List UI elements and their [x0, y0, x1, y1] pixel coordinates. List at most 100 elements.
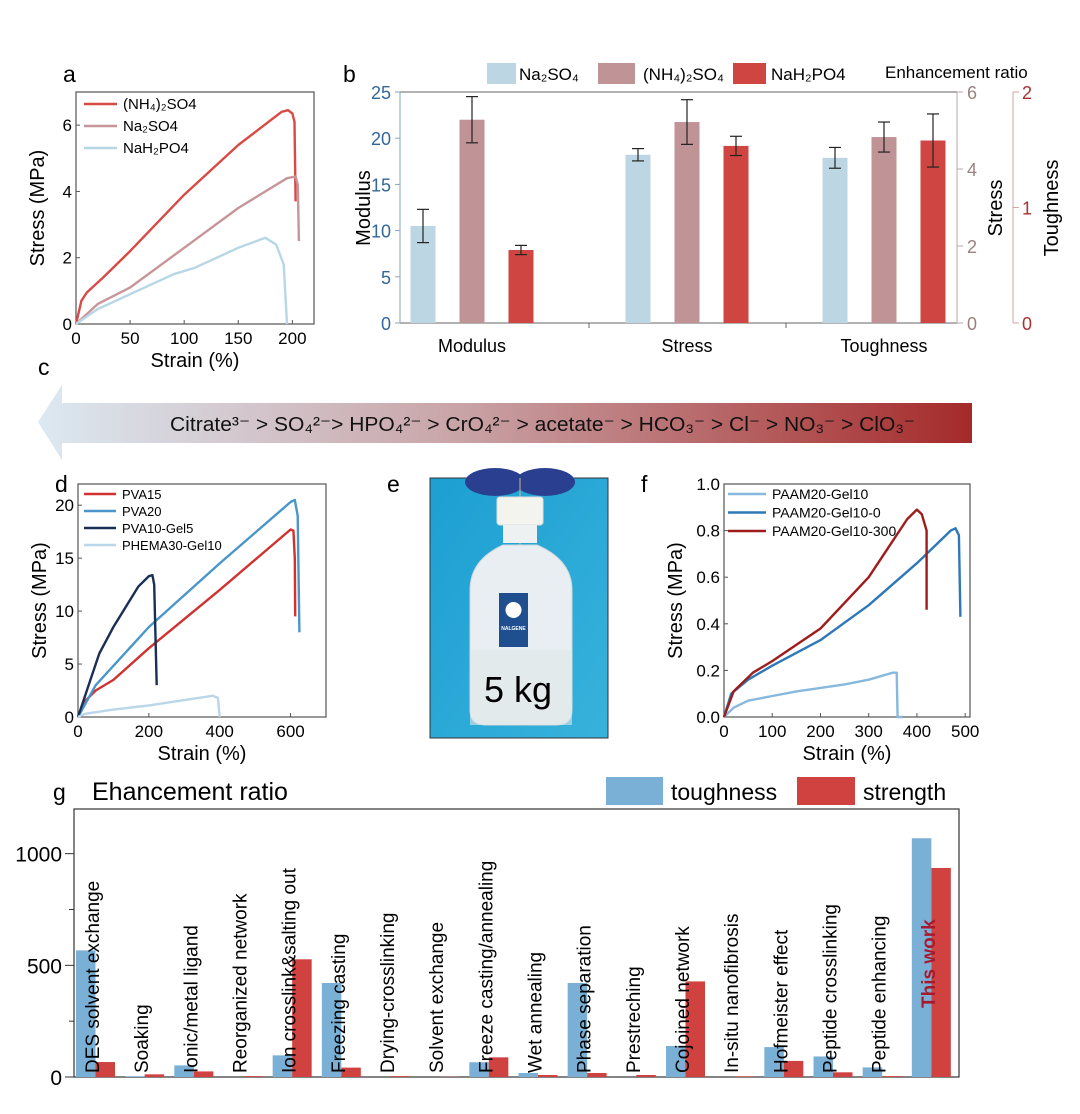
category-label: Ionic/metal ligand — [181, 925, 202, 1073]
bottle-logo-label — [499, 593, 528, 647]
category-label: Phase separation — [575, 925, 596, 1073]
y-tick-label: 0 — [63, 315, 72, 334]
bar-toughness — [567, 982, 588, 1077]
category-label: Stress — [661, 336, 712, 356]
y-tick-label: 500 — [27, 955, 62, 978]
bottle-neck — [503, 525, 537, 543]
category-label: Ion crosslink&salting out — [280, 867, 301, 1073]
bar — [625, 154, 651, 323]
category-label: Prestreching — [624, 966, 645, 1073]
bar — [508, 250, 534, 323]
x-tick-label: 500 — [951, 722, 979, 741]
bar — [871, 137, 897, 323]
chart-panel-f: 0 100 200 300 400 500 0.0 0.2 0.4 0.6 0.8 1.0 Strain… — [665, 475, 979, 765]
category-label: Reorganized network — [231, 893, 252, 1073]
x-axis-label: Strain (%) — [151, 350, 240, 372]
legend-title: Enhancement ratio — [885, 63, 1028, 82]
y-tick-label: 4 — [63, 182, 72, 201]
y-tick-label: 0 — [65, 708, 74, 727]
legend-swatch — [733, 63, 766, 84]
hofmeister-series-arrow: Citrate³⁻ > SO₄²⁻> HPO₄²⁻ > CrO₄²⁻ > ace… — [38, 385, 972, 460]
legend-label: (NH₄)₂SO4 — [123, 96, 197, 113]
y-axis-label: Stress (MPa) — [665, 542, 687, 659]
legend-label: PHEMA30-Gel10 — [122, 538, 222, 553]
x-axis-label: Strain (%) — [158, 743, 247, 765]
glove-left — [465, 468, 525, 496]
panel-label-g: g — [53, 779, 66, 805]
legend-swatch-strength — [797, 777, 855, 805]
series-line--nh-so4 — [74, 109, 297, 325]
bar-strength — [734, 1076, 755, 1077]
y-tick-label: 0.4 — [696, 615, 720, 634]
bar-toughness — [125, 1076, 145, 1077]
bar-strength — [882, 1076, 902, 1077]
bar-toughness — [76, 950, 96, 1077]
bar-strength — [685, 981, 705, 1077]
x-tick-label: 200 — [806, 722, 834, 741]
bar-strength — [144, 1074, 165, 1077]
panel-label-f: f — [641, 471, 648, 497]
bar-toughness — [272, 1055, 293, 1077]
bar-strength — [538, 1074, 558, 1077]
panel-label-e: e — [387, 471, 400, 497]
category-label: In-situ nanofibrosis — [722, 914, 743, 1073]
y-tick-label: 1.0 — [696, 475, 720, 494]
panel-label-d: d — [55, 471, 68, 497]
category-label: Hofmeister effect — [771, 929, 792, 1073]
bar-toughness — [862, 1067, 883, 1077]
panel-label-a: a — [63, 61, 76, 87]
legend-label: (NH₄)₂SO₄ — [643, 65, 724, 84]
x-tick-label: 400 — [206, 722, 234, 741]
plot-frame — [75, 91, 315, 325]
legend-label: Na₂SO₄ — [519, 65, 579, 84]
category-label: Solvent exchange — [427, 922, 448, 1073]
series-line-paam20-gel10-300 — [722, 508, 928, 718]
toughness-tick-label: 2 — [1022, 83, 1032, 103]
bar-strength — [488, 1057, 509, 1077]
water-level — [470, 650, 572, 725]
bar-toughness — [174, 1065, 194, 1077]
x-tick-label: 400 — [903, 722, 931, 741]
modulus-tick-label: 15 — [371, 175, 391, 195]
x-tick-label: 100 — [758, 722, 786, 741]
category-label: This work — [919, 919, 940, 1008]
bar-toughness — [518, 1072, 538, 1077]
chart-title: Ehancement ratio — [92, 778, 288, 806]
y-axis-label: Stress (MPa) — [27, 150, 49, 267]
x-tick-label: 200 — [135, 722, 163, 741]
bar-strength — [193, 1071, 214, 1077]
legend-label: PAAM20-Gel10-300 — [772, 523, 896, 539]
weight-label: 5 kg — [484, 669, 552, 710]
legend-label: PVA10-Gel5 — [122, 521, 193, 536]
series-line-na-so4 — [75, 175, 301, 325]
category-label: Modulus — [438, 336, 506, 356]
series-line-nah-po4 — [75, 236, 289, 325]
bar-toughness — [813, 1056, 833, 1077]
category-label: Peptide enhancing — [870, 916, 891, 1073]
legend-swatch-toughness — [606, 777, 663, 805]
legend-label: NaH₂PO4 — [123, 140, 189, 157]
stress-tick-label: 6 — [967, 83, 977, 103]
category-label: Cojoined network — [673, 926, 694, 1073]
bar-strength — [243, 1076, 263, 1077]
bar — [459, 119, 485, 323]
x-tick-label: 150 — [224, 329, 252, 348]
toughness-axis-label: Toughness — [1041, 160, 1063, 257]
modulus-tick-label: 20 — [371, 129, 391, 149]
legend-label: Na₂SO4 — [123, 118, 178, 135]
panel-label-c: c — [38, 354, 50, 380]
bar — [674, 122, 700, 323]
modulus-tick-label: 5 — [381, 268, 391, 288]
category-label: Wet annealing — [526, 952, 547, 1073]
category-label: Toughness — [840, 336, 927, 356]
bar-strength — [292, 959, 312, 1077]
modulus-axis-label: Modulus — [353, 170, 375, 246]
bar-toughness — [469, 1062, 489, 1077]
y-tick-label: 0 — [50, 1067, 62, 1090]
series-line-paam20-gel10 — [723, 671, 903, 719]
legend-label: NaH₂PO4 — [771, 65, 846, 84]
panel-label-b: b — [343, 61, 356, 87]
y-tick-label: 20 — [55, 496, 74, 515]
bar-strength — [587, 1072, 607, 1077]
